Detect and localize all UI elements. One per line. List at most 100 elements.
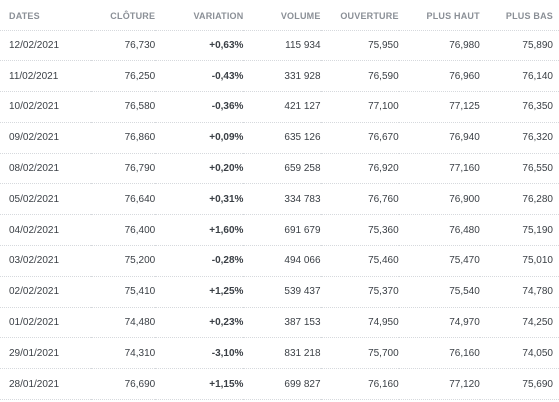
cell-volume: 635 126 (243, 122, 321, 154)
header-close[interactable]: CLÔTURE (91, 0, 156, 31)
cell-open: 75,370 (320, 276, 399, 308)
table-row: 10/02/2021 76,580 -0,36% 421 127 77,100 77,12… (0, 91, 559, 123)
table-row: 05/02/2021 76,640 +0,31% 334 783 76,760 76,90… (0, 183, 559, 216)
table-row: 01/02/2021 74,480 +0,23% 387 153 74,950 74,97… (0, 307, 559, 339)
cell-volume: 334 783 (243, 183, 321, 216)
cell-low: 75,890 (479, 30, 559, 62)
cell-close: 75,410 (91, 276, 156, 308)
cell-low: 74,050 (479, 337, 559, 370)
cell-low: 74,250 (479, 307, 559, 339)
cell-variation: +0,20% (155, 153, 244, 185)
cell-open: 77,100 (320, 91, 399, 123)
cell-open: 75,460 (320, 245, 399, 277)
table-row: 09/02/2021 76,860 +0,09% 635 126 76,670 76,94… (0, 122, 559, 154)
cell-close: 76,690 (91, 368, 156, 401)
cell-volume: 115 934 (243, 30, 321, 62)
cell-date: 28/01/2021 (0, 368, 92, 401)
header-dates[interactable]: DATES (0, 0, 92, 31)
cell-variation: +1,15% (155, 368, 244, 401)
table-row: 28/01/2021 76,690 +1,15% 699 827 76,160 77,12… (0, 368, 559, 401)
cell-date: 10/02/2021 (0, 91, 92, 123)
cell-open: 75,700 (320, 337, 399, 370)
cell-volume: 699 827 (243, 368, 321, 401)
cell-high: 76,980 (398, 30, 480, 62)
cell-volume: 421 127 (243, 91, 321, 123)
header-variation[interactable]: VARIATION (155, 0, 244, 31)
header-open[interactable]: OUVERTURE (320, 0, 399, 31)
cell-close: 75,200 (91, 245, 156, 277)
cell-variation: +0,23% (155, 307, 244, 339)
cell-high: 76,900 (398, 183, 480, 216)
cell-low: 75,190 (479, 214, 559, 247)
cell-volume: 691 679 (243, 214, 321, 247)
cell-variation: -0,43% (155, 60, 244, 93)
cell-close: 76,400 (91, 214, 156, 247)
cell-low: 76,320 (479, 122, 559, 154)
cell-low: 74,780 (479, 276, 559, 308)
cell-variation: +1,25% (155, 276, 244, 308)
cell-low: 76,140 (479, 60, 559, 93)
cell-open: 76,670 (320, 122, 399, 154)
cell-volume: 539 437 (243, 276, 321, 308)
cell-variation: +1,60% (155, 214, 244, 247)
cell-date: 09/02/2021 (0, 122, 92, 154)
cell-high: 76,160 (398, 337, 480, 370)
table-row: 08/02/2021 76,790 +0,20% 659 258 76,920 77,16… (0, 153, 559, 185)
cell-variation: +0,63% (155, 30, 244, 62)
cell-low: 76,280 (479, 183, 559, 216)
cell-volume: 331 928 (243, 60, 321, 93)
cell-close: 74,480 (91, 307, 156, 339)
cell-volume: 494 066 (243, 245, 321, 277)
cell-close: 74,310 (91, 337, 156, 370)
cell-date: 01/02/2021 (0, 307, 92, 339)
cell-open: 74,950 (320, 307, 399, 339)
header-volume[interactable]: VOLUME (243, 0, 321, 31)
table-body: 12/02/2021 76,730 +0,63% 115 934 75,950 76,98… (0, 30, 559, 401)
cell-variation: -0,36% (155, 91, 244, 123)
cell-high: 75,470 (398, 245, 480, 277)
cell-open: 76,760 (320, 183, 399, 216)
cell-low: 75,690 (479, 368, 559, 401)
cell-high: 75,540 (398, 276, 480, 308)
cell-high: 77,120 (398, 368, 480, 401)
table-row: 03/02/2021 75,200 -0,28% 494 066 75,460 75,47… (0, 245, 559, 277)
cell-variation: +0,09% (155, 122, 244, 154)
cell-low: 76,350 (479, 91, 559, 123)
cell-open: 75,950 (320, 30, 399, 62)
cell-variation: -0,28% (155, 245, 244, 277)
cell-high: 76,480 (398, 214, 480, 247)
cell-date: 12/02/2021 (0, 30, 92, 62)
cell-date: 02/02/2021 (0, 276, 92, 308)
table-row: 11/02/2021 76,250 -0,43% 331 928 76,590 76,96… (0, 60, 559, 93)
table-row: 12/02/2021 76,730 +0,63% 115 934 75,950 76,98… (0, 30, 559, 62)
cell-high: 77,160 (398, 153, 480, 185)
cell-volume: 387 153 (243, 307, 321, 339)
cell-date: 08/02/2021 (0, 153, 92, 185)
cell-open: 76,160 (320, 368, 399, 401)
cell-date: 05/02/2021 (0, 183, 92, 216)
header-low[interactable]: PLUS BAS (479, 0, 559, 31)
cell-volume: 831 218 (243, 337, 321, 370)
cell-close: 76,730 (91, 30, 156, 62)
cell-low: 76,550 (479, 153, 559, 185)
cell-date: 04/02/2021 (0, 214, 92, 247)
cell-variation: +0,31% (155, 183, 244, 216)
cell-close: 76,580 (91, 91, 156, 123)
cell-close: 76,790 (91, 153, 156, 185)
header-high[interactable]: PLUS HAUT (398, 0, 480, 31)
cell-date: 11/02/2021 (0, 60, 92, 93)
cell-high: 74,970 (398, 307, 480, 339)
cell-variation: -3,10% (155, 337, 244, 370)
table-row: 02/02/2021 75,410 +1,25% 539 437 75,370 75,54… (0, 276, 559, 308)
cell-date: 03/02/2021 (0, 245, 92, 277)
cell-low: 75,010 (479, 245, 559, 277)
cell-close: 76,640 (91, 183, 156, 216)
cell-volume: 659 258 (243, 153, 321, 185)
cell-high: 77,125 (398, 91, 480, 123)
cell-date: 29/01/2021 (0, 337, 92, 370)
cell-open: 75,360 (320, 214, 399, 247)
cell-close: 76,860 (91, 122, 156, 154)
cell-close: 76,250 (91, 60, 156, 93)
cell-high: 76,960 (398, 60, 480, 93)
